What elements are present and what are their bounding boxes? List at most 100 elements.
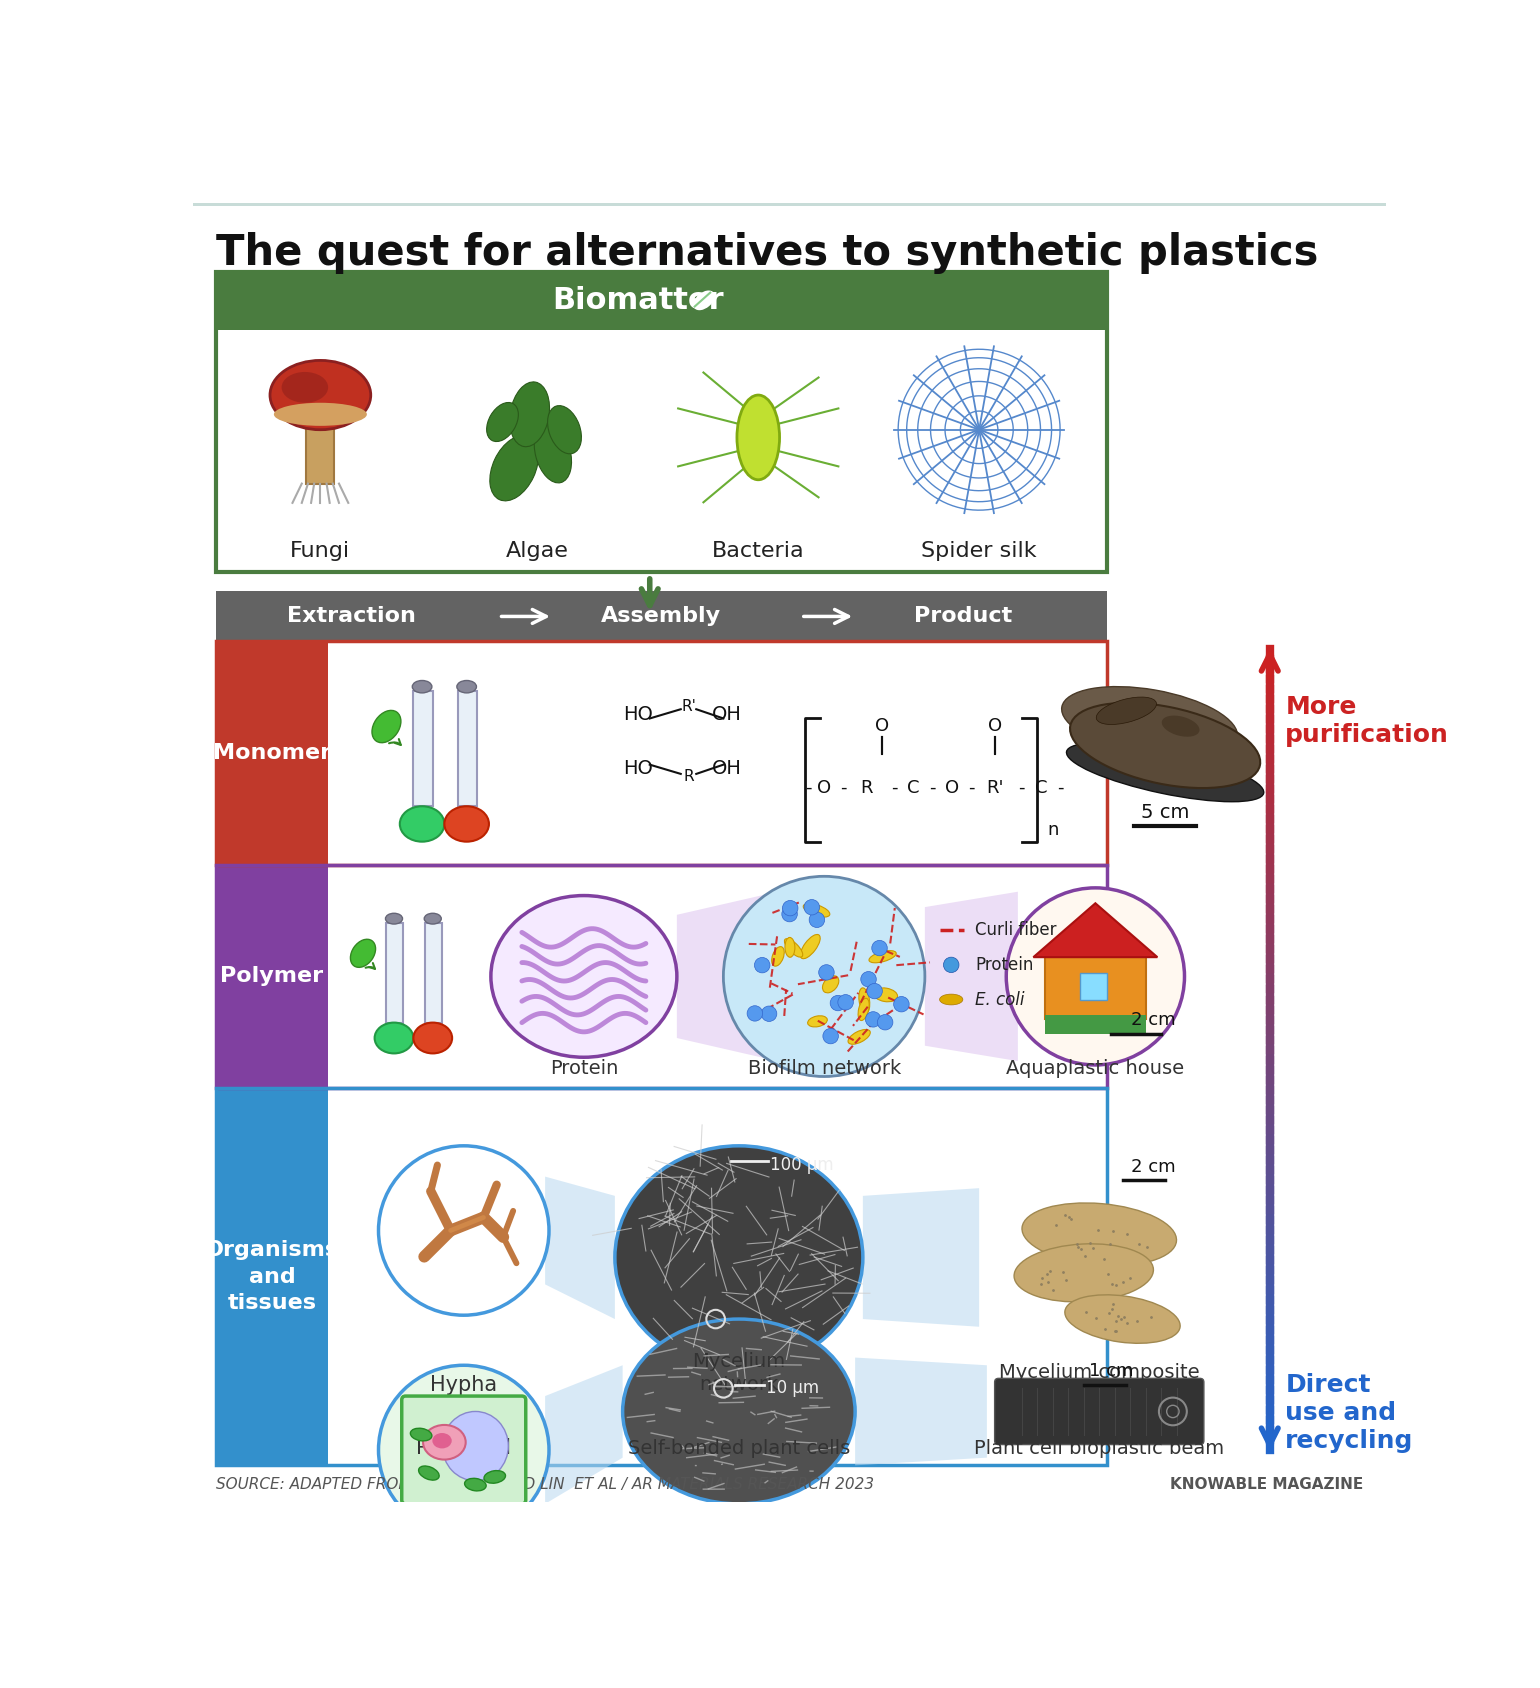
Text: -: - (969, 778, 975, 797)
Ellipse shape (1013, 1244, 1153, 1301)
Bar (328, 864, 1107, 1089)
Text: R': R' (681, 699, 696, 714)
Text: More
purification: More purification (1286, 695, 1449, 748)
Text: SOURCE: ADAPTED FROM CAMPBELL AND LIN  ET AL / AR MATERIALS RESEARCH 2023: SOURCE: ADAPTED FROM CAMPBELL AND LIN ET… (216, 1477, 873, 1492)
Ellipse shape (1023, 1204, 1177, 1266)
Ellipse shape (385, 913, 402, 923)
Ellipse shape (445, 807, 488, 842)
Ellipse shape (282, 371, 328, 403)
Polygon shape (545, 1366, 622, 1504)
Circle shape (808, 912, 824, 927)
Bar (216, 864, 1107, 1089)
Ellipse shape (1064, 1295, 1180, 1344)
Ellipse shape (807, 1016, 827, 1026)
Text: Protein: Protein (550, 1060, 618, 1079)
Text: Mycelium composite: Mycelium composite (999, 1364, 1200, 1382)
Text: -: - (1058, 778, 1064, 797)
Circle shape (804, 900, 819, 915)
Bar (1046, 1014, 1146, 1035)
Ellipse shape (1096, 697, 1157, 724)
Circle shape (861, 972, 876, 987)
Ellipse shape (548, 405, 582, 454)
Ellipse shape (724, 876, 926, 1077)
Ellipse shape (858, 998, 869, 1021)
Text: 100 μm: 100 μm (770, 1156, 833, 1175)
Bar (328, 641, 1107, 864)
Ellipse shape (622, 1318, 855, 1504)
Bar (328, 1089, 1107, 1465)
Ellipse shape (804, 903, 830, 917)
Polygon shape (678, 891, 778, 1062)
Circle shape (761, 1006, 776, 1021)
Ellipse shape (487, 402, 519, 442)
Bar (1046, 957, 1146, 1020)
Circle shape (878, 1014, 893, 1030)
Bar (216, 641, 1107, 864)
Ellipse shape (1006, 888, 1184, 1065)
Text: Product: Product (915, 606, 1013, 626)
Ellipse shape (424, 913, 442, 923)
Bar (192, 203, 1386, 206)
Ellipse shape (491, 896, 678, 1057)
Ellipse shape (859, 987, 870, 1013)
Bar (216, 1089, 328, 1465)
Circle shape (893, 996, 909, 1011)
Circle shape (782, 906, 798, 922)
Bar (216, 864, 328, 1089)
FancyBboxPatch shape (995, 1379, 1204, 1445)
Text: 10 μm: 10 μm (765, 1379, 819, 1398)
Text: O: O (818, 778, 832, 797)
Ellipse shape (457, 680, 476, 692)
Text: Biomatter: Biomatter (553, 285, 724, 316)
Ellipse shape (785, 937, 795, 957)
Ellipse shape (738, 395, 779, 479)
Text: -: - (929, 778, 936, 797)
Bar (216, 272, 1107, 572)
Text: Plant cell bioplastic beam: Plant cell bioplastic beam (975, 1438, 1224, 1458)
Text: Plant cell: Plant cell (416, 1438, 511, 1458)
Bar (306, 414, 334, 483)
Circle shape (865, 1011, 881, 1026)
Ellipse shape (939, 994, 962, 1004)
Text: Curli fiber: Curli fiber (975, 922, 1056, 939)
Ellipse shape (410, 1428, 431, 1442)
Text: Bacteria: Bacteria (711, 540, 804, 560)
Ellipse shape (373, 711, 400, 743)
Bar (216, 641, 328, 864)
Text: Self-bonded plant cells: Self-bonded plant cells (628, 1438, 850, 1458)
Ellipse shape (351, 939, 376, 967)
Text: 2 cm: 2 cm (1132, 1011, 1177, 1030)
Ellipse shape (270, 361, 371, 430)
Ellipse shape (1070, 702, 1260, 788)
Ellipse shape (693, 290, 715, 311)
Text: Protein: Protein (975, 955, 1033, 974)
Ellipse shape (822, 976, 839, 993)
Bar (216, 272, 1107, 329)
Ellipse shape (849, 1030, 870, 1045)
Ellipse shape (614, 1146, 862, 1369)
Ellipse shape (379, 1146, 548, 1315)
Text: KNOWABLE MAGAZINE: KNOWABLE MAGAZINE (1169, 1477, 1363, 1492)
Polygon shape (1033, 903, 1158, 957)
Polygon shape (545, 1177, 614, 1318)
Bar (1080, 972, 1107, 999)
Ellipse shape (510, 381, 550, 447)
Text: Assembly: Assembly (601, 606, 721, 626)
Text: Direct
use and
recycling: Direct use and recycling (1286, 1372, 1414, 1453)
Text: E. coli: E. coli (975, 991, 1024, 1008)
Circle shape (747, 1006, 762, 1021)
Text: R: R (861, 778, 873, 797)
Ellipse shape (1067, 743, 1264, 802)
Text: OH: OH (713, 706, 742, 724)
Ellipse shape (413, 680, 431, 692)
Text: Spider silk: Spider silk (921, 540, 1036, 560)
Bar (413, 690, 433, 807)
Circle shape (822, 1028, 838, 1043)
Bar (457, 690, 477, 807)
Circle shape (755, 957, 770, 972)
Ellipse shape (419, 1465, 439, 1480)
Text: 2 cm: 2 cm (1132, 1158, 1177, 1175)
Bar (216, 591, 1107, 641)
Ellipse shape (465, 1479, 487, 1491)
Text: Aquaplastic house: Aquaplastic house (1006, 1060, 1184, 1079)
